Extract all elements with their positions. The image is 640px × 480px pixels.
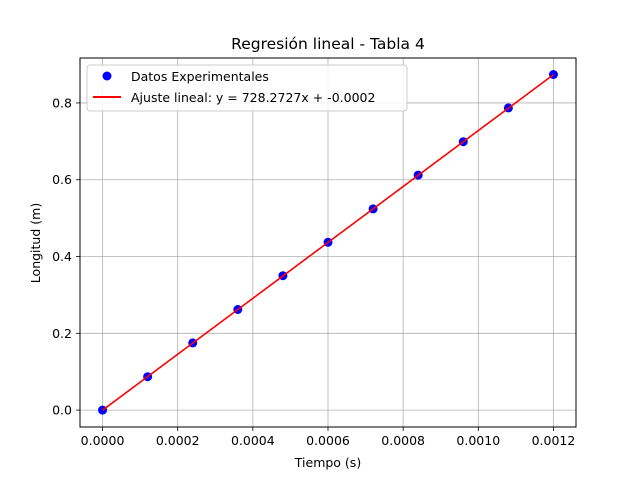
x-tick-label: 0.0002 <box>156 433 200 448</box>
y-axis-label: Longitud (m) <box>28 203 43 283</box>
chart-title: Regresión lineal - Tabla 4 <box>231 35 425 53</box>
fit-line <box>102 73 554 411</box>
y-tick-label: 0.4 <box>52 249 72 264</box>
x-tick-label: 0.0012 <box>532 433 576 448</box>
y-tick-label: 0.0 <box>52 403 72 418</box>
plot-series <box>98 70 558 415</box>
legend-box <box>86 64 408 112</box>
x-tick-label: 0.0008 <box>381 433 425 448</box>
x-tick-label: 0.0000 <box>81 433 125 448</box>
x-axis-label: Tiempo (s) <box>294 455 361 470</box>
grid <box>80 58 576 427</box>
legend-label-ajuste: Ajuste lineal: y = 728.2727x + -0.0002 <box>131 90 375 105</box>
y-tick-label: 0.6 <box>52 172 72 187</box>
x-tick-label: 0.0006 <box>306 433 350 448</box>
legend-label-datos: Datos Experimentales <box>131 69 269 84</box>
legend-marker-scatter <box>102 71 112 81</box>
x-tick-label: 0.0004 <box>231 433 275 448</box>
y-tick-label: 0.8 <box>52 95 72 110</box>
y-tick-label: 0.2 <box>52 326 72 341</box>
legend: Datos Experimentales Ajuste lineal: y = … <box>86 64 408 112</box>
x-tick-label: 0.0010 <box>456 433 500 448</box>
axis-ticks: 0.0000 0.0002 0.0004 0.0006 0.0008 0.0010 0.00… <box>52 95 575 448</box>
